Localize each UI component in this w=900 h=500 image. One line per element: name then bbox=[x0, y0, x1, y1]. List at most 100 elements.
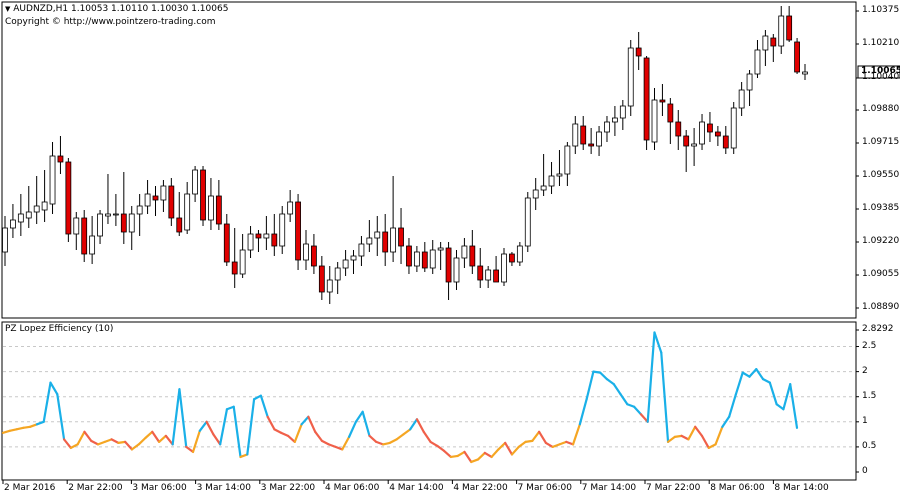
indicator-segment bbox=[232, 405, 242, 459]
indicator-segment bbox=[144, 430, 154, 439]
candle bbox=[516, 242, 523, 266]
indicator-segment bbox=[728, 393, 738, 418]
price-panel-border bbox=[1, 1, 857, 319]
indicator-segment bbox=[151, 430, 161, 443]
candle-body bbox=[33, 205, 40, 213]
candle-body bbox=[398, 227, 404, 247]
indicator-panel-border bbox=[1, 321, 857, 481]
indicator-segment bbox=[544, 441, 554, 449]
indicator-segment bbox=[124, 440, 134, 451]
candle-body bbox=[382, 231, 389, 253]
candle-body bbox=[152, 195, 159, 201]
candle-body bbox=[303, 243, 309, 261]
candle bbox=[89, 216, 96, 264]
candle bbox=[659, 84, 666, 116]
candle-body bbox=[2, 227, 8, 253]
copyright-text: Copyright © http://www.pointzero-trading… bbox=[5, 17, 216, 27]
indicator-segment bbox=[578, 398, 588, 426]
candle bbox=[239, 234, 246, 278]
indicator-segment bbox=[341, 435, 351, 451]
candle-body bbox=[208, 195, 214, 221]
indicator-segment bbox=[700, 434, 710, 450]
indicator-segment bbox=[90, 439, 100, 446]
indicator-segment bbox=[734, 371, 744, 396]
dropdown-triangle-icon[interactable]: ▼ bbox=[5, 5, 11, 13]
candle bbox=[437, 242, 444, 270]
candle-body bbox=[406, 245, 412, 267]
candle-body bbox=[295, 201, 301, 261]
candle-body bbox=[89, 235, 96, 255]
candle bbox=[683, 130, 690, 172]
candle bbox=[160, 180, 167, 212]
price-tick-label: 1.09880 bbox=[862, 104, 900, 114]
indicator-segment bbox=[585, 370, 595, 401]
candle-body bbox=[746, 73, 753, 91]
indicator-segment bbox=[117, 440, 127, 444]
indicator-segment bbox=[673, 434, 683, 438]
indicator-tick-label: 2.5 bbox=[862, 340, 877, 351]
candle-body bbox=[516, 245, 523, 263]
candle-body bbox=[120, 213, 127, 233]
candle-body bbox=[421, 251, 428, 269]
candle-body bbox=[263, 233, 270, 239]
current-price-box bbox=[857, 65, 900, 79]
indicator-segment bbox=[103, 438, 113, 443]
candle-body bbox=[144, 193, 151, 207]
candle bbox=[493, 256, 499, 283]
indicator-axis-ticks bbox=[856, 329, 859, 473]
candle-body bbox=[49, 155, 56, 205]
indicator-segment bbox=[191, 429, 201, 454]
indicator-segment bbox=[415, 418, 425, 433]
indicator-segment bbox=[626, 403, 636, 408]
candle bbox=[33, 176, 40, 224]
indicator-segment bbox=[293, 423, 303, 443]
candle-body bbox=[239, 249, 246, 275]
indicator-segment bbox=[768, 381, 778, 406]
indicator-segment bbox=[497, 441, 507, 451]
indicator-segment bbox=[619, 393, 629, 406]
indicator-tick-label: 2 bbox=[862, 365, 868, 376]
indicator-segment bbox=[35, 420, 45, 426]
candle bbox=[762, 30, 769, 66]
candle-body bbox=[580, 125, 587, 145]
indicator-segment bbox=[62, 438, 72, 450]
candle bbox=[271, 214, 278, 256]
indicator-segment bbox=[96, 440, 106, 446]
candle-body bbox=[73, 217, 80, 235]
indicator-segment bbox=[388, 438, 398, 444]
candle-body bbox=[524, 197, 531, 247]
candle bbox=[675, 110, 682, 150]
candle-body bbox=[588, 143, 595, 147]
candle bbox=[279, 206, 286, 254]
candle-body bbox=[223, 223, 230, 263]
candle-body bbox=[366, 237, 373, 245]
price-axis-ticks bbox=[856, 10, 900, 309]
candle bbox=[2, 216, 8, 266]
candle-body bbox=[714, 131, 721, 137]
indicator-segment bbox=[83, 430, 93, 442]
candle-body bbox=[667, 103, 674, 123]
indicator-segment bbox=[307, 415, 317, 433]
indicator-segment bbox=[456, 450, 466, 458]
indicator-segment bbox=[605, 378, 615, 386]
indicator-segment bbox=[300, 415, 310, 426]
indicator-tick-label: 1.5 bbox=[862, 390, 877, 401]
candle-body bbox=[509, 253, 515, 263]
candle-body bbox=[802, 71, 808, 75]
candle-body bbox=[762, 35, 769, 51]
candle-body bbox=[722, 135, 729, 149]
candle bbox=[635, 32, 642, 70]
indicator-segment bbox=[225, 405, 235, 411]
candle bbox=[485, 266, 492, 288]
candle-body bbox=[612, 117, 618, 123]
indicator-segment bbox=[687, 425, 697, 441]
candle-body bbox=[445, 247, 452, 283]
indicator-segment bbox=[707, 443, 717, 450]
indicator-segment bbox=[381, 441, 391, 446]
candle bbox=[746, 70, 753, 106]
candle bbox=[406, 238, 412, 274]
candle bbox=[303, 230, 309, 270]
candle-body bbox=[778, 15, 785, 47]
candle bbox=[144, 180, 151, 214]
candle-body bbox=[65, 161, 72, 235]
